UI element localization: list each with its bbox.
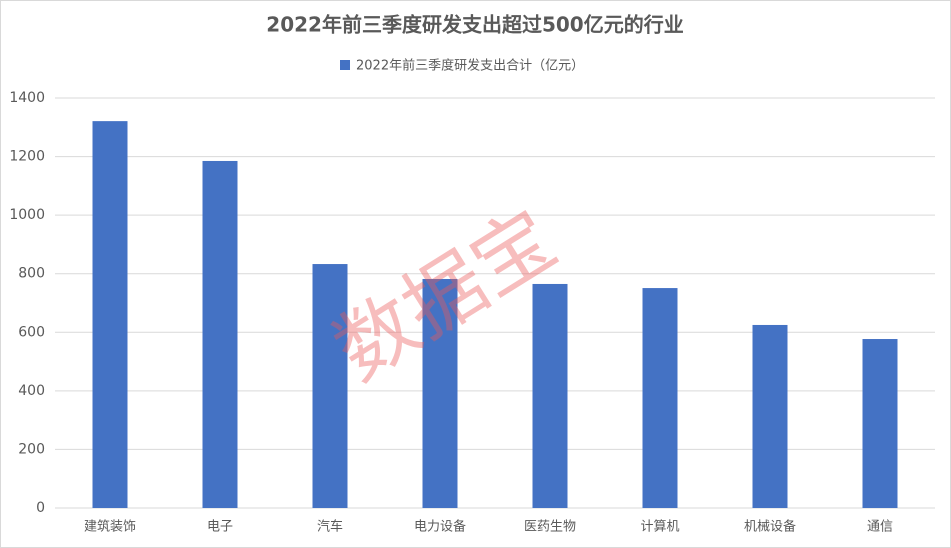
bar <box>532 283 568 508</box>
y-tick-label: 1400 <box>9 90 45 106</box>
y-tick-label: 400 <box>18 383 45 399</box>
bar <box>752 324 788 508</box>
x-tick-label: 医药生物 <box>524 520 576 535</box>
y-tick-label: 1000 <box>9 207 45 223</box>
x-tick-label: 电子 <box>207 520 233 535</box>
x-tick-label: 计算机 <box>640 520 679 535</box>
bar <box>92 121 128 508</box>
bar <box>312 264 348 508</box>
x-tick-label: 汽车 <box>317 519 343 535</box>
x-tick-label: 机械设备 <box>744 519 796 535</box>
legend-label: 2022年前三季度研发支出合计（亿元） <box>356 58 584 74</box>
y-tick-label: 800 <box>18 266 45 282</box>
chart-title: 2022年前三季度研发支出超过500亿元的行业 <box>266 13 683 37</box>
y-tick-label: 600 <box>18 324 45 340</box>
bar <box>862 339 898 508</box>
bar <box>202 160 238 508</box>
legend-swatch <box>340 60 350 70</box>
bar <box>422 278 458 508</box>
y-tick-label: 1200 <box>9 149 45 165</box>
y-tick-label: 200 <box>18 441 45 457</box>
x-tick-label: 建筑装饰 <box>84 519 136 535</box>
y-tick-label: 0 <box>36 500 45 516</box>
x-tick-label: 通信 <box>867 520 893 535</box>
x-tick-label: 电力设备 <box>414 519 466 535</box>
bar <box>642 288 678 508</box>
